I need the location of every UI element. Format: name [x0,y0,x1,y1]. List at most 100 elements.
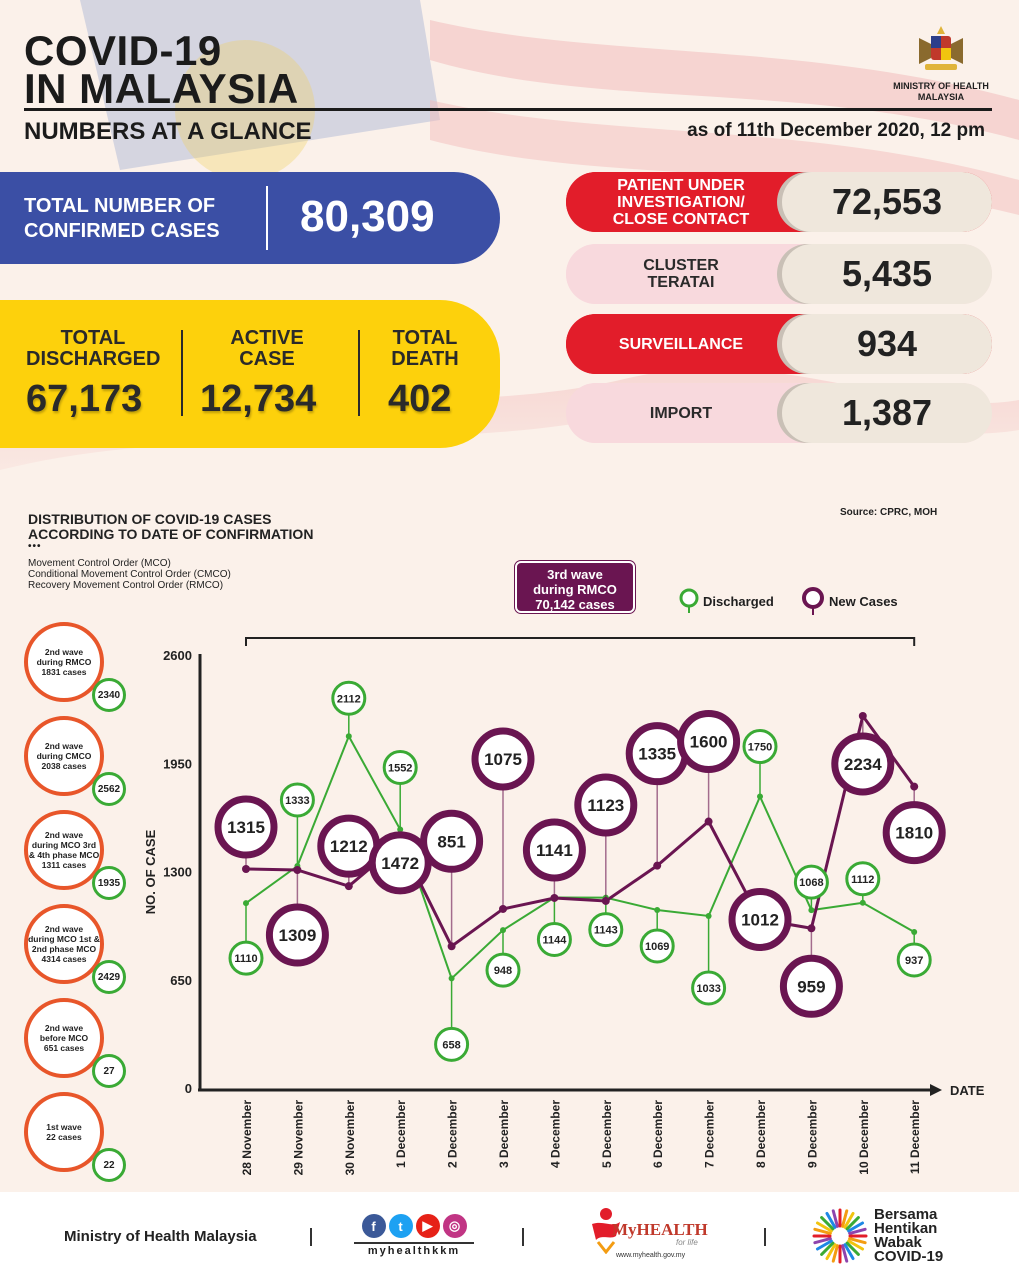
new-cases-marker [471,727,535,791]
footer-separator [764,1228,766,1246]
discharged-data-label: 1110 [234,953,257,965]
x-axis-arrow [930,1084,942,1096]
discharged-marker [845,861,881,897]
wave-circle-text: 22 cases [46,1132,82,1142]
discharged-data-label: 1112 [851,874,874,886]
myhealth-url[interactable]: www.myhealth.gov.my [616,1252,686,1259]
social-links: f t ▶ ◎ myhealthkkm [354,1214,474,1257]
myhealth-wordmark: MyHEALTH [612,1220,708,1239]
category-label-line: INVESTIGATION/ [617,193,745,211]
y-tick-label: 1300 [163,865,192,880]
coat-of-arms-icon [919,26,963,70]
discharged-marker [896,942,932,978]
active-label-line-2: CASE [239,348,295,370]
wave-badge: 2562 [92,772,126,806]
discharged-marker [742,729,778,765]
sunburst-ray [815,1239,833,1251]
x-tick-label: 2 December [446,1100,460,1168]
ministry-logo: MINISTRY OF HEALTH MALAYSIA [886,24,996,103]
footer-separator [310,1228,312,1246]
footer-separator [522,1228,524,1246]
discharged-marker [228,940,264,976]
discharged-value: 67,173 [26,378,143,420]
y-tick-label: 1950 [163,756,192,771]
new-cases-data-label: 1012 [741,910,779,929]
x-tick-label: 4 December [548,1100,562,1168]
wave-circle-text: 2nd wave [44,1023,84,1033]
new-cases-point [807,924,816,933]
sunburst-ray [825,1243,837,1261]
sunburst-ray [820,1241,835,1256]
sunburst-ray [843,1211,855,1229]
x-tick-label: 5 December [600,1100,614,1168]
title-line-1: COVID-19 [24,27,222,74]
sunburst-ray [825,1211,837,1229]
category-label: PATIENT UNDER INVESTIGATION/ CLOSE CONTA… [566,172,796,232]
new-cases-point [242,865,250,874]
legend-new-cases: New Cases [800,586,898,616]
category-label: CLUSTER TERATAI [566,244,796,304]
x-tick-label: 30 November [343,1100,357,1176]
wave-badge: 2340 [92,678,126,712]
third-wave-line-1: 3rd wave [547,567,603,582]
cmco-definition: Conditional Movement Control Order (CMCO… [28,569,231,580]
third-wave-line-2: during RMCO [533,582,617,597]
mco-glossary: Movement Control Order (MCO) Conditional… [28,558,231,591]
new-cases-data-label: 851 [437,832,465,851]
confirmed-label-line-1: TOTAL NUMBER OF [24,195,216,217]
wave-circle-text: 651 cases [43,1043,85,1053]
wave-circle-text: 2nd wave [44,647,84,657]
discharged-marker [485,952,521,988]
new-cases-point [858,711,867,720]
death-label-line-2: DEATH [391,348,459,370]
new-cases-marker [265,903,329,967]
discharged-point [705,912,712,919]
new-cases-data-label: 1600 [690,733,728,752]
discharged-label-line-1: TOTAL [60,327,126,349]
discharged-marker [382,750,418,786]
category-label-line: TERATAI [647,274,715,291]
wave-badge: 1935 [92,866,126,900]
discharged-point [654,906,661,913]
new-cases-data-label: 1212 [330,837,368,856]
third-wave-box: 3rd wave during RMCO 70,142 cases [515,561,635,613]
wave-circle-text: before MCO [39,1033,89,1043]
category-label-line: PATIENT UNDER [617,176,745,194]
new-cases-point [910,782,919,791]
x-axis-label: DATE [950,1083,985,1098]
social-handle[interactable]: myhealthkkm [354,1242,474,1257]
new-cases-data-label: 1075 [484,750,522,769]
sunburst-ray [848,1237,867,1245]
youtube-icon[interactable]: ▶ [415,1214,440,1238]
legend-new-cases-label: New Cases [829,593,898,609]
x-tick-label: 29 November [291,1100,305,1176]
new-cases-point [499,904,507,913]
wave-badge: 2429 [92,960,126,994]
twitter-icon[interactable]: t [388,1214,413,1238]
y-axis-label: NO. OF CASE [143,829,158,914]
discharged-data-label: 948 [494,965,512,977]
discharged-pin-icon [679,588,699,613]
wave-circle: 2nd wave during RMCO 1831 cases [24,622,104,702]
wave-circle-text: 2038 cases [41,761,87,771]
wave-circle-text: during CMCO [36,751,92,761]
facebook-icon[interactable]: f [361,1214,386,1238]
x-tick-label: 9 December [805,1100,819,1168]
new-cases-marker [522,818,586,882]
discharged-marker [793,864,829,900]
category-import: IMPORT 1,387 [566,383,992,443]
discharged-marker [434,1026,470,1062]
discharged-marker [691,970,727,1006]
new-cases-line [245,712,916,949]
chart-title: DISTRIBUTION OF COVID-19 CASES ACCORDING… [28,512,313,542]
category-pui-close-contact: PATIENT UNDER INVESTIGATION/ CLOSE CONTA… [566,172,992,232]
summary-divider-1 [181,330,183,416]
confirmed-cases-card: TOTAL NUMBER OF CONFIRMED CASES 80,309 [0,172,500,264]
sunburst-ray [841,1209,849,1228]
bersama-line-4: COVID-19 [874,1248,944,1265]
x-tick-label: 6 December [651,1100,665,1168]
new-cases-data-label: 1141 [536,841,573,860]
discharged-point [448,975,455,982]
instagram-icon[interactable]: ◎ [442,1214,467,1238]
rmco-definition: Recovery Movement Control Order (RMCO) [28,580,224,591]
